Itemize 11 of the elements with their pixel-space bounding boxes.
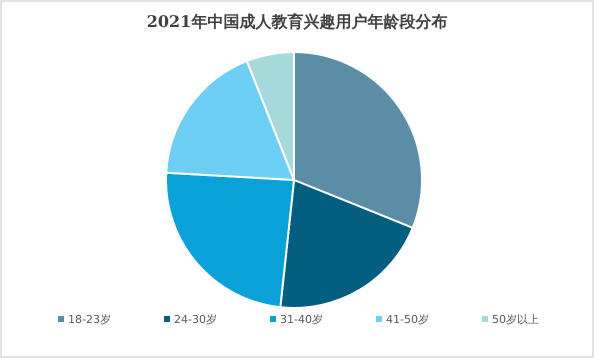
chart-title: 2021年中国成人教育兴趣用户年龄段分布 [146,12,448,31]
pie-slice [165,172,295,308]
pie-slice [279,179,414,309]
legend-label: 50岁以上 [492,313,539,326]
legend-label: 24-30岁 [174,313,217,326]
pie-slice [293,51,423,229]
pie-slice [165,60,295,181]
legend-label: 31-40岁 [280,313,323,326]
pie-slice [246,51,295,181]
legend-label: 41-50岁 [386,313,429,326]
legend-label: 18-23岁 [68,313,111,326]
